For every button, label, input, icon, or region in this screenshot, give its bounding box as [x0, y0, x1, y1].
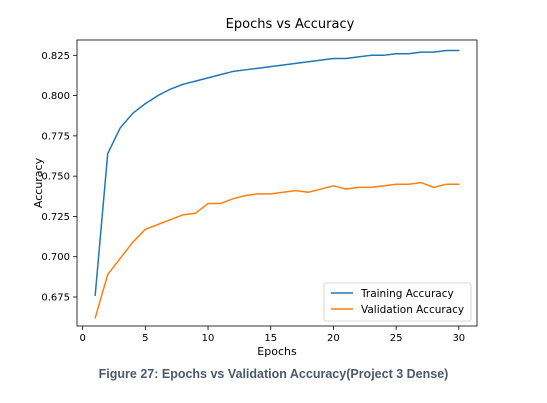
y-tick-label: 0.825 — [41, 51, 70, 62]
x-tick-label: 25 — [390, 333, 403, 344]
x-tick-label: 5 — [142, 333, 148, 344]
x-axis-label: Epochs — [257, 345, 297, 358]
y-tick-label: 0.750 — [41, 172, 70, 183]
y-tick-label: 0.725 — [41, 212, 70, 223]
x-axis: 0 5 10 15 20 25 30 — [79, 326, 465, 344]
x-tick-label: 30 — [452, 333, 465, 344]
figure-caption: Figure 27: Epochs vs Validation Accuracy… — [98, 367, 449, 381]
series-line-training — [94, 49, 460, 297]
y-axis: 0.675 0.700 0.725 0.750 0.775 0.800 0.825 — [41, 51, 77, 303]
chart: Epochs vs Accuracy 0 5 10 15 20 25 30 0.675 0.7… — [32, 17, 478, 358]
y-tick-label: 0.700 — [41, 252, 70, 263]
legend-label-training: Training Accuracy — [360, 288, 454, 300]
legend: Training Accuracy Validation Accuracy — [323, 282, 472, 322]
x-tick-label: 10 — [202, 333, 215, 344]
legend-label-validation: Validation Accuracy — [361, 304, 464, 316]
chart-title: Epochs vs Accuracy — [226, 17, 355, 32]
x-tick-label: 15 — [264, 333, 277, 344]
y-axis-label: Accuracy — [32, 157, 45, 208]
y-tick-label: 0.675 — [41, 292, 70, 303]
y-tick-label: 0.800 — [41, 91, 70, 102]
y-tick-label: 0.775 — [41, 131, 70, 142]
legend-box — [323, 282, 472, 322]
plot-area — [76, 39, 478, 327]
series-line-validation — [94, 181, 460, 319]
x-tick-label: 20 — [327, 333, 340, 344]
series-lines — [94, 49, 460, 319]
x-tick-label: 0 — [79, 333, 85, 344]
